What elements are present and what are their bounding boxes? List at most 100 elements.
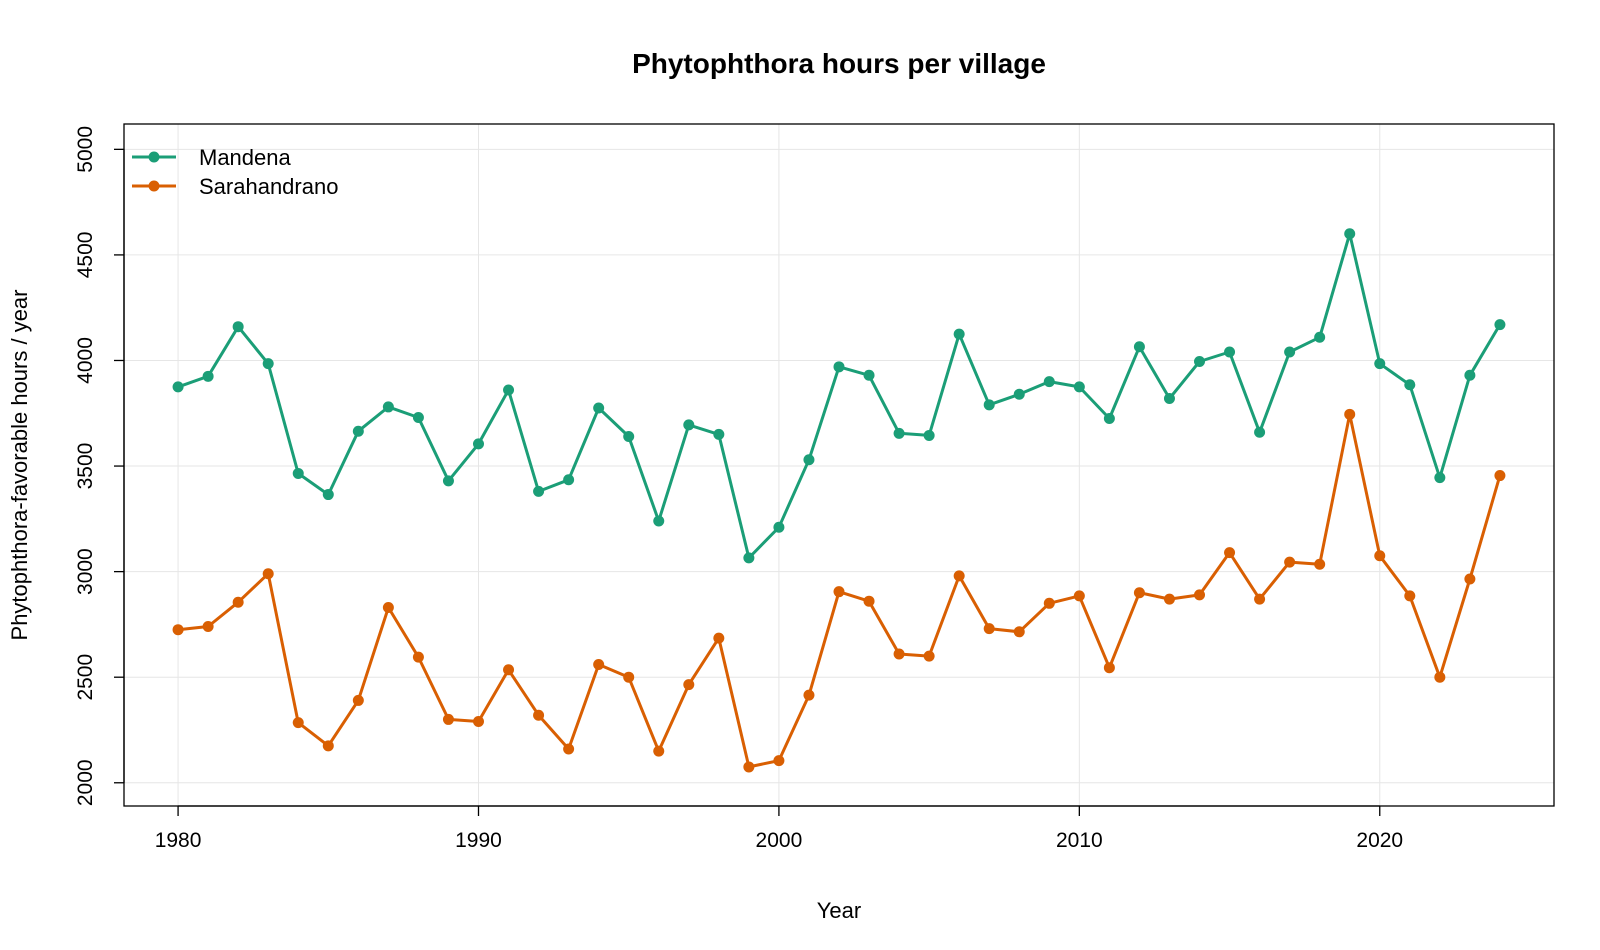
y-tick-label: 4500	[74, 232, 97, 279]
data-point-sarahandrano	[1284, 556, 1296, 568]
x-tick-label: 1980	[155, 829, 202, 852]
legend: Mandena Sarahandrano	[132, 145, 338, 199]
data-point-sarahandrano	[262, 568, 274, 580]
data-point-sarahandrano	[503, 664, 515, 676]
data-point-mandena	[202, 370, 214, 382]
data-point-mandena	[953, 328, 965, 340]
data-point-mandena	[1464, 369, 1476, 381]
data-point-sarahandrano	[1133, 587, 1145, 599]
data-point-sarahandrano	[803, 689, 815, 701]
data-point-mandena	[533, 485, 545, 497]
data-point-mandena	[412, 411, 424, 423]
data-point-mandena	[563, 474, 575, 486]
data-point-sarahandrano	[623, 671, 635, 683]
data-point-mandena	[1073, 381, 1085, 393]
data-point-sarahandrano	[983, 623, 995, 635]
data-point-sarahandrano	[1043, 597, 1055, 609]
y-tick-label: 4000	[74, 337, 97, 384]
data-point-sarahandrano	[442, 713, 454, 725]
data-point-mandena	[262, 358, 274, 370]
x-axis-label: Year	[817, 898, 861, 923]
y-tick-label: 2000	[74, 759, 97, 806]
data-point-sarahandrano	[533, 709, 545, 721]
legend-marker-mandena	[148, 151, 160, 163]
data-point-sarahandrano	[172, 624, 184, 636]
data-point-mandena	[1434, 472, 1446, 484]
data-point-sarahandrano	[893, 648, 905, 660]
data-point-mandena	[623, 430, 635, 442]
data-point-sarahandrano	[322, 740, 334, 752]
data-point-mandena	[1194, 356, 1206, 368]
data-point-sarahandrano	[1103, 662, 1115, 674]
data-point-mandena	[1404, 379, 1416, 391]
legend-marker-sarahandrano	[148, 180, 160, 192]
data-point-sarahandrano	[382, 602, 394, 614]
data-point-mandena	[1013, 388, 1025, 400]
data-point-mandena	[292, 467, 304, 479]
data-point-mandena	[803, 454, 815, 466]
data-point-mandena	[1043, 376, 1055, 388]
data-point-mandena	[1254, 426, 1266, 438]
data-point-sarahandrano	[653, 745, 665, 757]
data-point-mandena	[1344, 228, 1356, 240]
data-point-mandena	[743, 552, 755, 564]
data-point-mandena	[1314, 331, 1326, 343]
data-point-mandena	[1494, 319, 1506, 331]
data-point-mandena	[1224, 346, 1236, 358]
data-point-mandena	[653, 515, 665, 527]
axes: 1980 1990 2000 2010 2020 2000 2500 3000 3500 4000…	[74, 126, 1403, 852]
data-point-sarahandrano	[1494, 470, 1506, 482]
data-point-mandena	[983, 399, 995, 411]
data-point-sarahandrano	[472, 716, 484, 728]
data-point-mandena	[1284, 346, 1296, 358]
series-layer	[172, 228, 1506, 773]
data-point-mandena	[923, 429, 935, 441]
y-axis-label: Phytophthora-favorable hours / year	[7, 290, 32, 641]
data-point-sarahandrano	[1194, 589, 1206, 601]
data-point-mandena	[893, 427, 905, 439]
data-point-mandena	[1133, 341, 1145, 353]
data-point-sarahandrano	[232, 596, 244, 608]
data-point-sarahandrano	[202, 621, 214, 633]
x-tick-label: 2000	[756, 829, 803, 852]
data-point-sarahandrano	[1314, 558, 1326, 570]
data-point-sarahandrano	[773, 755, 785, 767]
data-point-sarahandrano	[1464, 573, 1476, 585]
data-point-sarahandrano	[683, 679, 695, 691]
data-point-mandena	[1163, 392, 1175, 404]
x-tick-label: 2010	[1056, 829, 1103, 852]
data-point-mandena	[172, 381, 184, 393]
data-point-sarahandrano	[1013, 626, 1025, 638]
data-point-sarahandrano	[593, 659, 605, 671]
grid	[124, 124, 1554, 806]
data-point-mandena	[863, 369, 875, 381]
data-point-sarahandrano	[863, 595, 875, 607]
data-point-sarahandrano	[1344, 408, 1356, 420]
legend-label-sarahandrano: Sarahandrano	[199, 174, 338, 199]
data-point-sarahandrano	[412, 651, 424, 663]
data-point-mandena	[322, 489, 334, 501]
data-point-sarahandrano	[923, 650, 935, 662]
legend-label-mandena: Mandena	[199, 145, 292, 170]
data-point-mandena	[1103, 413, 1115, 425]
data-point-sarahandrano	[713, 632, 725, 644]
data-point-mandena	[352, 425, 364, 437]
data-point-mandena	[442, 475, 454, 487]
data-point-sarahandrano	[563, 743, 575, 755]
x-tick-label: 2020	[1356, 829, 1403, 852]
y-tick-label: 3000	[74, 548, 97, 595]
data-point-sarahandrano	[1224, 547, 1236, 559]
x-tick-label: 1990	[455, 829, 502, 852]
y-tick-label: 5000	[74, 126, 97, 173]
data-point-sarahandrano	[833, 586, 845, 598]
data-point-sarahandrano	[1073, 590, 1085, 602]
data-point-sarahandrano	[1434, 671, 1446, 683]
data-point-mandena	[472, 438, 484, 450]
data-point-sarahandrano	[1254, 593, 1266, 605]
data-point-sarahandrano	[292, 717, 304, 729]
chart-title: Phytophthora hours per village	[632, 48, 1046, 79]
data-point-sarahandrano	[1404, 590, 1416, 602]
data-point-mandena	[382, 401, 394, 413]
